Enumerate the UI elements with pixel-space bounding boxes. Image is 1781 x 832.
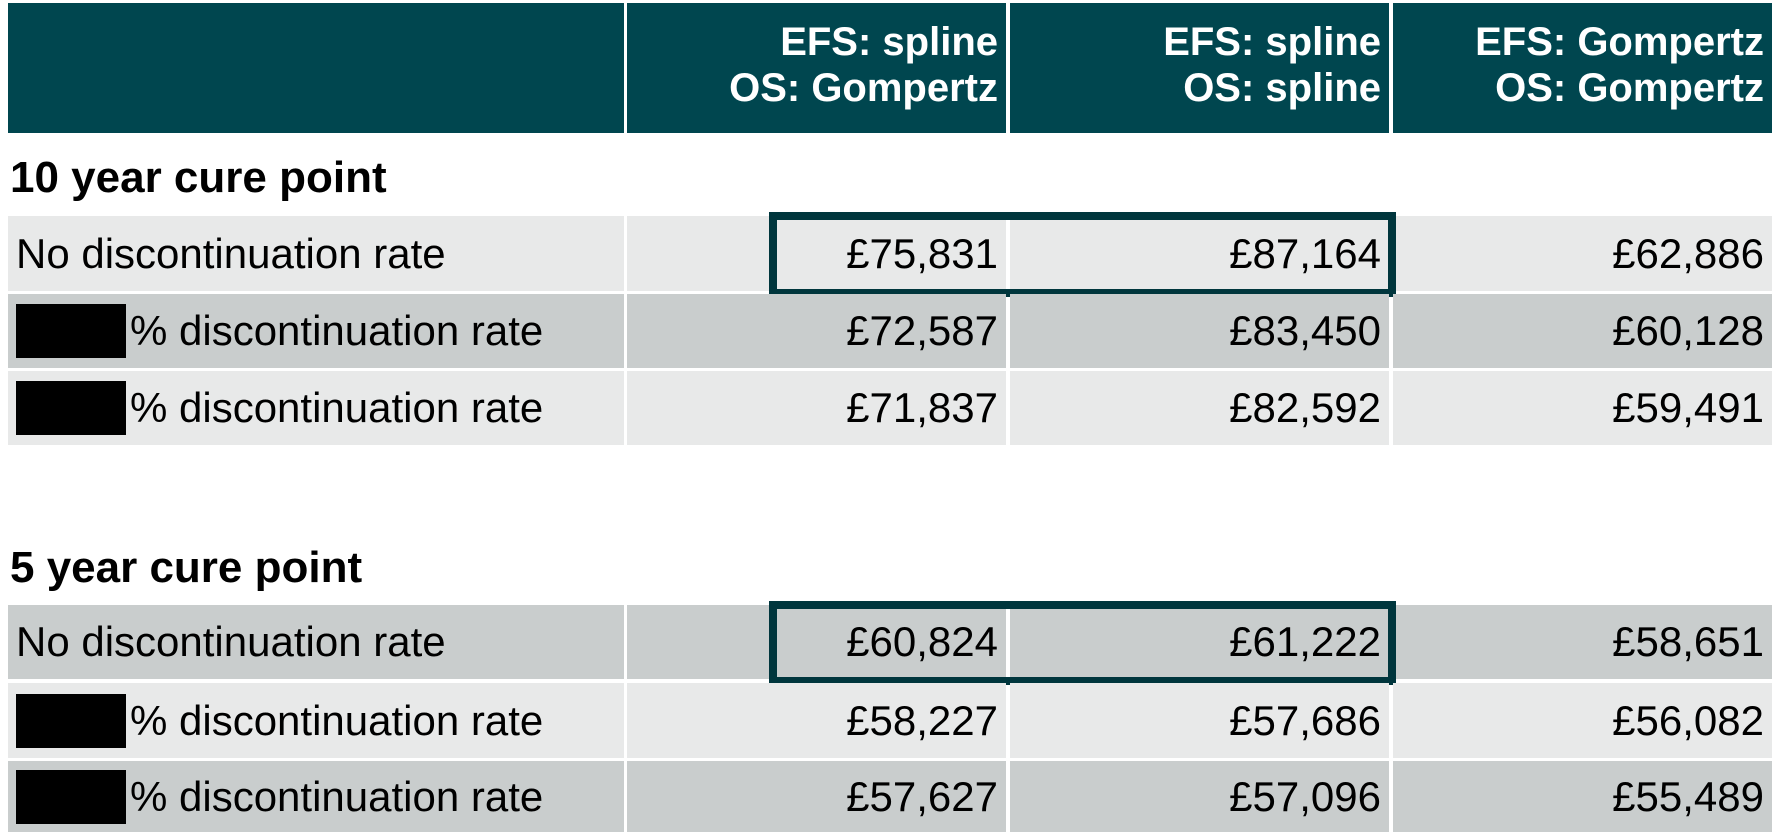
highlight-box — [769, 601, 1396, 685]
section-title: 5 year cure point — [10, 543, 363, 592]
header-text: OS: Gompertz — [729, 66, 998, 110]
section-title: 10 year cure point — [10, 153, 387, 202]
row-label: No discontinuation rate — [8, 605, 624, 679]
redaction — [16, 693, 126, 748]
value-cell: £71,837 — [627, 371, 1006, 445]
value-cell: £60,128 — [1393, 294, 1772, 368]
label-text: % discontinuation rate — [130, 307, 544, 354]
value-cell: £59,491 — [1393, 371, 1772, 445]
redaction — [16, 381, 126, 435]
value-cell: £55,489 — [1393, 761, 1772, 832]
value-cell: £58,651 — [1393, 605, 1772, 679]
header-text: OS: Gompertz — [1495, 66, 1764, 110]
value-cell: £62,886 — [1393, 216, 1772, 291]
header-cell — [8, 3, 624, 133]
value-cell: £82,592 — [1010, 371, 1389, 445]
row-label: % discontinuation rate — [8, 294, 624, 368]
value-cell: £56,082 — [1393, 683, 1772, 758]
value-cell: £57,096 — [1010, 761, 1389, 832]
label-text: % discontinuation rate — [130, 384, 544, 431]
header-text: EFS: Gompertz — [1475, 20, 1764, 64]
value-cell: £61,222 — [1010, 605, 1389, 679]
label-text: No discontinuation rate — [16, 618, 446, 665]
header-cell: EFS: spline OS: spline — [1010, 3, 1389, 133]
value-cell: £83,450 — [1010, 294, 1389, 368]
header-text: EFS: spline — [1163, 20, 1381, 64]
redaction — [16, 304, 126, 358]
row-label: % discontinuation rate — [8, 371, 624, 445]
value-cell: £58,227 — [627, 683, 1006, 758]
row-label: % discontinuation rate — [8, 683, 624, 758]
label-text: % discontinuation rate — [130, 772, 544, 820]
value-cell: £75,831 — [627, 216, 1006, 291]
header-cell: EFS: Gompertz OS: Gompertz — [1393, 3, 1772, 133]
header-cell: EFS: spline OS: Gompertz — [627, 3, 1006, 133]
label-text: % discontinuation rate — [130, 696, 544, 744]
header-text: EFS: spline — [780, 20, 998, 64]
redaction — [16, 769, 126, 824]
row-label: No discontinuation rate — [8, 216, 624, 291]
value-cell: £87,164 — [1010, 216, 1389, 291]
value-cell: £60,824 — [627, 605, 1006, 679]
value-cell: £57,686 — [1010, 683, 1389, 758]
value-cell: £57,627 — [627, 761, 1006, 832]
label-text: No discontinuation rate — [16, 229, 446, 277]
value-cell: £72,587 — [627, 294, 1006, 368]
highlight-box — [769, 212, 1396, 297]
header-text: OS: spline — [1183, 66, 1381, 110]
row-label: % discontinuation rate — [8, 761, 624, 832]
